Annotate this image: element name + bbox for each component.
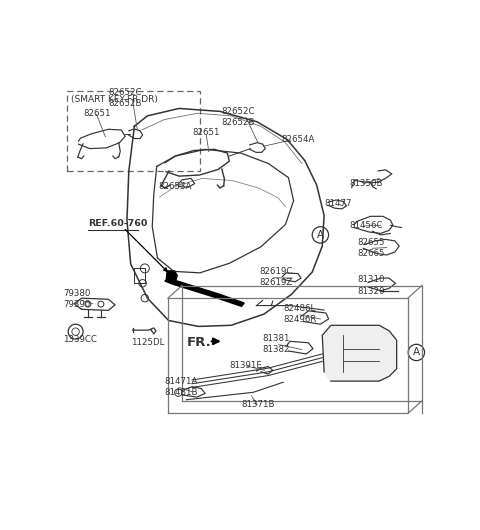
Text: 82652C
82652B: 82652C 82652B	[108, 88, 142, 108]
Text: 81471A
81481B: 81471A 81481B	[164, 377, 198, 398]
Text: 82486L
82496R: 82486L 82496R	[283, 304, 317, 324]
Text: 81310
81320: 81310 81320	[358, 276, 385, 296]
Text: (SMART KEY-FR DR): (SMART KEY-FR DR)	[71, 95, 158, 104]
Text: 79380
79390: 79380 79390	[64, 289, 91, 310]
Text: 1125DL: 1125DL	[131, 338, 164, 347]
Text: 81381
81382: 81381 81382	[263, 334, 290, 354]
Text: 81391E: 81391E	[229, 361, 262, 370]
Text: 81371B: 81371B	[241, 400, 275, 409]
Text: A: A	[317, 230, 324, 240]
Text: 82655
82665: 82655 82665	[358, 238, 385, 258]
Text: 82651: 82651	[192, 128, 219, 137]
Text: FR.: FR.	[186, 335, 211, 349]
Text: 82654A: 82654A	[281, 135, 315, 144]
Text: 82651: 82651	[84, 109, 111, 118]
Text: A: A	[413, 348, 420, 357]
Polygon shape	[322, 325, 396, 381]
Text: REF.60-760: REF.60-760	[88, 219, 147, 228]
Text: 81477: 81477	[324, 199, 352, 208]
Text: 81350B: 81350B	[349, 179, 383, 188]
Text: 82652C
82652B: 82652C 82652B	[221, 107, 254, 127]
Polygon shape	[165, 278, 244, 306]
Text: 82653A: 82653A	[158, 182, 192, 191]
Text: 82619C
82619Z: 82619C 82619Z	[259, 267, 292, 287]
Text: 1339CC: 1339CC	[63, 334, 97, 343]
Polygon shape	[167, 271, 177, 281]
Text: 81456C: 81456C	[349, 221, 383, 230]
